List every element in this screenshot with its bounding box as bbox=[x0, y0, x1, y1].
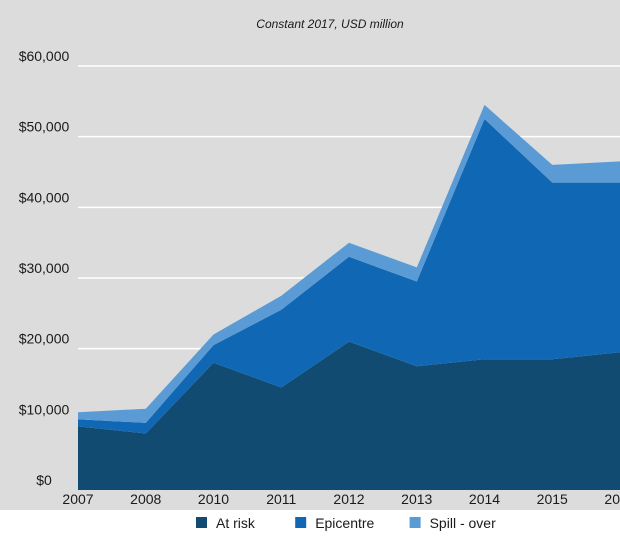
y-tick-label: $10,000 bbox=[19, 401, 70, 417]
x-tick-label: 2010 bbox=[198, 491, 229, 507]
x-tick-label: 2016 bbox=[604, 491, 620, 507]
x-tick-label: 2012 bbox=[333, 491, 364, 507]
x-tick-label: 2014 bbox=[469, 491, 500, 507]
legend-swatch bbox=[295, 517, 307, 528]
legend-label: Epicentre bbox=[315, 515, 374, 531]
y-tick-label: $40,000 bbox=[19, 189, 70, 205]
y-tick-label: $30,000 bbox=[19, 260, 70, 276]
legend-label: Spill - over bbox=[430, 515, 496, 531]
x-tick-label: 2013 bbox=[401, 491, 432, 507]
x-tick-label: 2007 bbox=[62, 491, 93, 507]
area-series-at-risk bbox=[78, 341, 620, 490]
x-tick-label: 2008 bbox=[130, 491, 161, 507]
y-tick-label: $60,000 bbox=[19, 48, 70, 64]
y-tick-label: $20,000 bbox=[19, 331, 70, 347]
area-series-epicentre bbox=[78, 119, 620, 434]
legend-label: At risk bbox=[216, 515, 256, 531]
x-tick-label: 2015 bbox=[537, 491, 568, 507]
chart-subtitle: Constant 2017, USD million bbox=[256, 17, 404, 31]
legend-swatch bbox=[409, 517, 421, 528]
legend-swatch bbox=[196, 517, 207, 528]
x-tick-label: 2011 bbox=[266, 491, 296, 507]
y-tick-label: $50,000 bbox=[19, 119, 70, 135]
area-series-spill-over bbox=[78, 104, 620, 423]
y-tick-label: $0 bbox=[36, 472, 52, 488]
